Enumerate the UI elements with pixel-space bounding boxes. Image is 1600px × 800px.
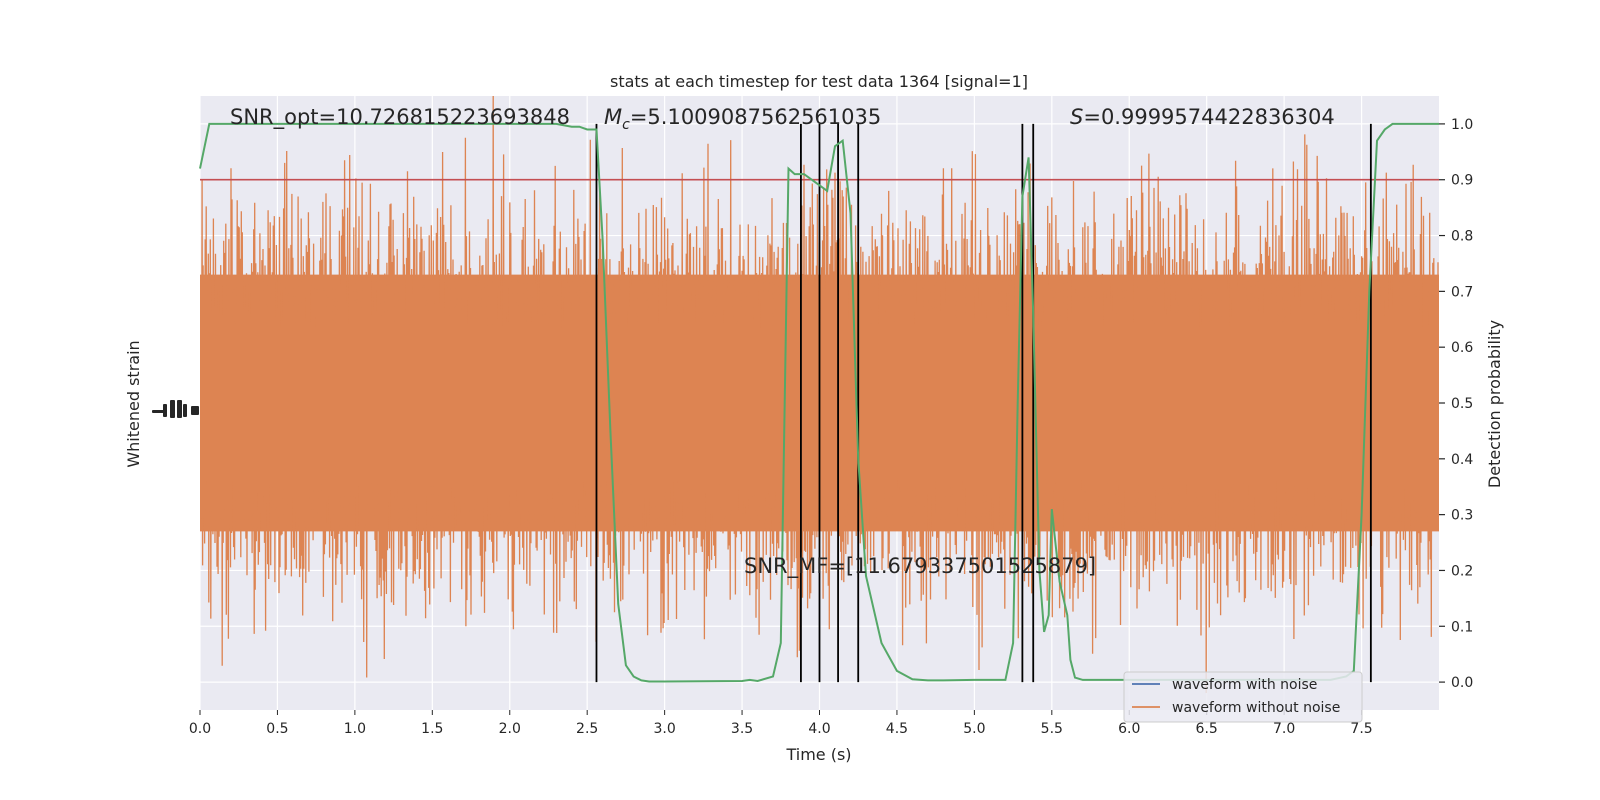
x-axis-ticks: 0.0 0.5 1.0 1.5 2.0 2.5 3.0 3.5 4.0 4.5 5.0 5.5 6.0 6… [189,710,1373,737]
x-tick-label: 4.0 [808,721,830,737]
legend-label-without-noise: waveform without noise [1172,700,1340,716]
y-tick-label: 0.2 [1451,563,1473,579]
x-tick-label: 0.0 [189,721,211,737]
y-tick-label: 0.0 [1451,675,1473,691]
left-tick-glyph [152,410,164,413]
x-tick-label: 7.0 [1273,721,1295,737]
detection-probability-series [199,122,1439,683]
snr-opt-annotation: SNR_opt=10.726815223693848 [230,105,570,130]
snr-mf-annotation: SNR_MF=[11.679337501525879] [744,554,1096,579]
left-axis-ticks [152,400,199,418]
y-tick-label: 0.7 [1451,284,1473,300]
x-tick-label: 2.0 [499,721,521,737]
chirp-mass-subscript: c [622,117,630,133]
legend-box [1123,671,1363,723]
x-axis-label: Time (s) [785,745,851,764]
chirp-mass-value: =5.1009087562561035 [630,105,881,129]
x-tick-label: 7.5 [1350,721,1372,737]
score-symbol: S [1070,105,1083,129]
chirp-mass-symbol: M [604,105,622,129]
chirp-mass-annotation: Mc=5.1009087562561035 [604,105,881,133]
left-tick-glyph [170,400,175,418]
x-tick-label: 2.5 [576,721,598,737]
left-tick-glyph [163,404,167,417]
legend-label-with-noise: waveform with noise [1172,677,1317,693]
y-axis-label-left: Whitened strain [124,340,143,467]
x-tick-label: 0.5 [266,721,288,737]
y-tick-label: 0.5 [1451,396,1473,412]
x-tick-label: 1.0 [344,721,366,737]
legend: waveform with noise waveform without noi… [1123,671,1363,723]
y-tick-label: 0.3 [1451,508,1473,524]
x-tick-label: 4.5 [886,721,908,737]
x-tick-label: 6.0 [1118,721,1140,737]
x-tick-label: 5.5 [1041,721,1063,737]
x-tick-label: 6.5 [1196,721,1218,737]
left-tick-glyph [191,406,199,415]
y-tick-label: 0.6 [1451,340,1473,356]
right-axis-ticks: 0.0 0.1 0.2 0.3 0.4 0.5 0.6 0.7 0.8 0.9 1.0 [1439,117,1473,691]
chart-title: stats at each timestep for test data 136… [610,72,1028,91]
left-tick-glyph [183,404,187,417]
y-tick-label: 0.9 [1451,173,1473,189]
left-tick-glyph [177,400,182,418]
x-tick-label: 5.0 [963,721,985,737]
x-tick-label: 3.0 [653,721,675,737]
score-annotation: S=0.9999574422836304 [1070,105,1335,129]
y-tick-label: 0.8 [1451,229,1473,245]
y-tick-label: 0.1 [1451,619,1473,635]
y-tick-label: 0.4 [1451,452,1473,468]
x-tick-label: 3.5 [731,721,753,737]
score-value: =0.9999574422836304 [1083,105,1334,129]
y-axis-label-right: Detection probability [1485,320,1504,488]
x-tick-label: 1.5 [421,721,443,737]
y-tick-label: 1.0 [1451,117,1473,133]
detection-probability-line [199,122,1439,683]
